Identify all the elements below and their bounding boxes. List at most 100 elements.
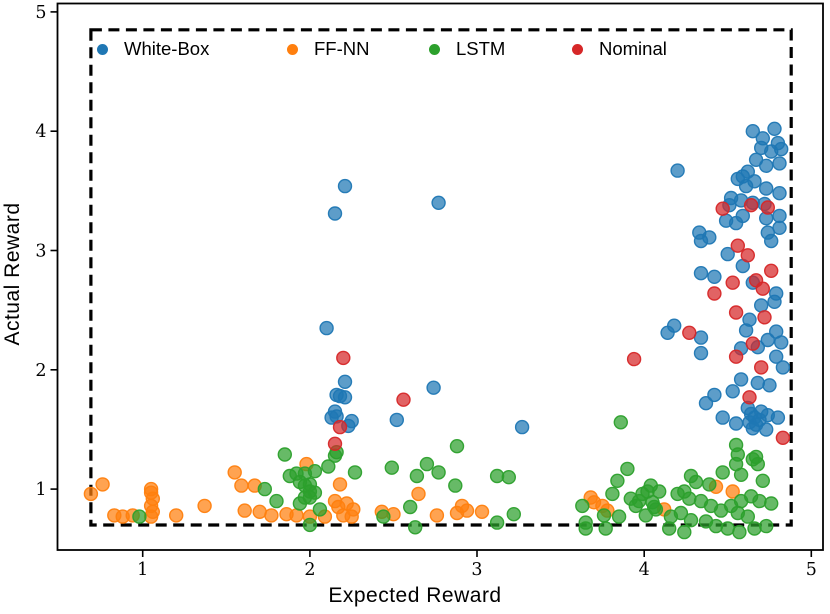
point-white-box bbox=[738, 178, 754, 194]
point-ff-nn bbox=[227, 465, 242, 480]
point-nominal bbox=[743, 197, 759, 213]
point-lstm bbox=[506, 507, 521, 522]
point-white-box bbox=[769, 349, 784, 364]
y-tick-label-4: 4 bbox=[35, 122, 46, 142]
x-tick-label-4: 4 bbox=[639, 560, 650, 580]
point-lstm bbox=[720, 521, 735, 536]
point-lstm bbox=[652, 484, 667, 499]
point-lstm bbox=[611, 509, 627, 524]
y-tick-label-3: 3 bbox=[35, 242, 46, 262]
point-white-box bbox=[762, 378, 777, 393]
point-white-box bbox=[754, 404, 769, 419]
point-lstm bbox=[747, 521, 762, 536]
point-ff-nn bbox=[474, 504, 490, 519]
point-lstm bbox=[732, 524, 747, 540]
point-nominal bbox=[742, 390, 757, 405]
point-white-box bbox=[772, 185, 787, 201]
point-white-box bbox=[337, 390, 353, 405]
point-nominal bbox=[760, 200, 775, 215]
point-lstm bbox=[596, 508, 612, 523]
point-lstm bbox=[605, 486, 620, 502]
point-nominal bbox=[757, 310, 772, 325]
point-nominal bbox=[775, 430, 791, 445]
point-white-box bbox=[774, 141, 789, 157]
point-lstm bbox=[431, 465, 446, 480]
point-white-box bbox=[770, 410, 786, 425]
point-lstm bbox=[327, 448, 343, 463]
point-ff-nn bbox=[289, 508, 304, 523]
point-lstm bbox=[449, 439, 465, 454]
point-lstm bbox=[302, 517, 318, 533]
dashed-boundary-box bbox=[89, 28, 793, 527]
point-lstm bbox=[620, 461, 635, 477]
point-ff-nn bbox=[449, 505, 465, 521]
point-lstm bbox=[269, 493, 284, 509]
point-white-box bbox=[728, 416, 744, 431]
y-axis-label: Actual Reward bbox=[1, 202, 24, 346]
point-nominal bbox=[755, 281, 770, 296]
point-lstm bbox=[347, 465, 363, 480]
point-nominal bbox=[730, 238, 745, 253]
point-nominal bbox=[336, 350, 351, 366]
point-white-box bbox=[754, 298, 769, 313]
point-lstm bbox=[755, 473, 770, 488]
point-white-box bbox=[767, 294, 782, 309]
point-lstm bbox=[408, 520, 423, 535]
y-tick-label-2: 2 bbox=[35, 361, 46, 381]
point-white-box bbox=[750, 375, 765, 391]
point-lstm bbox=[376, 509, 391, 524]
point-lstm bbox=[610, 473, 625, 488]
point-white-box bbox=[660, 325, 675, 340]
point-nominal bbox=[745, 336, 760, 351]
point-white-box bbox=[772, 208, 787, 224]
point-white-box bbox=[319, 320, 334, 336]
point-white-box bbox=[514, 419, 530, 435]
point-white-box bbox=[693, 233, 709, 249]
point-white-box bbox=[389, 412, 404, 428]
point-white-box bbox=[707, 387, 722, 403]
point-lstm bbox=[748, 449, 764, 465]
point-white-box bbox=[337, 178, 353, 194]
point-lstm bbox=[501, 470, 516, 485]
point-lstm bbox=[638, 508, 653, 523]
point-lstm bbox=[682, 491, 697, 506]
point-ff-nn bbox=[95, 477, 110, 492]
point-white-box bbox=[775, 360, 791, 375]
point-white-box bbox=[738, 323, 754, 338]
point-lstm bbox=[683, 513, 699, 528]
point-white-box bbox=[728, 215, 744, 231]
point-white-box bbox=[774, 335, 789, 350]
point-nominal bbox=[740, 248, 755, 263]
point-ff-nn bbox=[83, 486, 99, 502]
point-lstm bbox=[578, 521, 593, 536]
point-white-box bbox=[693, 345, 709, 361]
point-white-box bbox=[670, 163, 685, 178]
point-white-box bbox=[725, 384, 740, 399]
point-ff-nn bbox=[429, 508, 445, 523]
point-lstm bbox=[740, 509, 755, 524]
x-tick-label-1: 1 bbox=[137, 560, 148, 580]
point-white-box bbox=[337, 374, 353, 389]
point-lstm bbox=[575, 498, 590, 514]
point-lstm bbox=[257, 481, 272, 497]
point-lstm bbox=[409, 468, 425, 484]
point-nominal bbox=[327, 436, 343, 451]
point-white-box bbox=[759, 158, 774, 174]
point-white-box bbox=[764, 233, 779, 249]
point-ff-nn bbox=[197, 498, 212, 514]
point-nominal bbox=[764, 263, 779, 278]
point-lstm bbox=[677, 524, 692, 540]
point-lstm bbox=[663, 509, 679, 524]
point-lstm bbox=[297, 466, 313, 481]
point-white-box bbox=[693, 266, 709, 281]
point-nominal bbox=[715, 201, 730, 216]
point-nominal bbox=[728, 349, 744, 364]
point-lstm bbox=[489, 515, 505, 530]
point-ff-nn bbox=[725, 484, 740, 499]
point-lstm bbox=[752, 493, 767, 509]
point-nominal bbox=[396, 392, 411, 407]
y-tick-label-1: 1 bbox=[35, 480, 46, 500]
point-lstm bbox=[384, 460, 399, 475]
x-axis-label: Expected Reward bbox=[328, 584, 502, 607]
